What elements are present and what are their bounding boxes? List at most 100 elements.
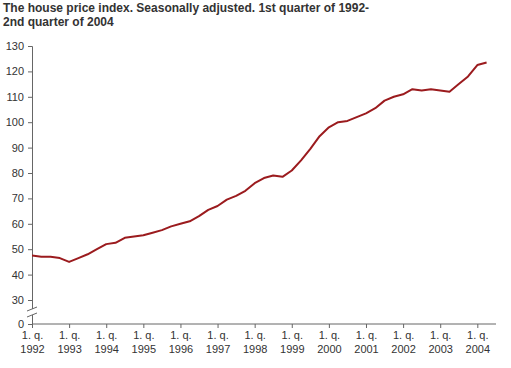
x-tick-label-line: 2001 — [354, 343, 378, 355]
y-tick-label: 50 — [12, 243, 24, 255]
x-axis: 1. q.19921. q.19931. q.19941. q.19951. q… — [20, 324, 496, 355]
x-tick-label-line: 1996 — [169, 343, 193, 355]
x-tick-label: 1. q.1993 — [57, 329, 81, 355]
x-tick: 1. q. 1992 — [20, 324, 44, 355]
y-tick-mark — [28, 71, 32, 72]
y-tick: 50 — [12, 243, 32, 255]
x-tick-mark — [143, 324, 144, 328]
y-tick-label: 80 — [12, 167, 24, 179]
y-tick-mark — [28, 97, 32, 98]
x-tick-label-line: 1. q. — [282, 329, 303, 341]
chart: The house price index. Seasonally adjust… — [0, 0, 511, 368]
y-tick: 30 — [12, 294, 32, 306]
x-tick: 1. q. 1997 — [206, 324, 230, 355]
x-tick-label-line: 1994 — [94, 343, 118, 355]
x-tick: 1. q. 1998 — [243, 324, 267, 355]
title-line: 2nd quarter of 2004 — [3, 15, 114, 29]
x-tick-mark — [180, 324, 181, 328]
x-tick-label-line: 1998 — [243, 343, 267, 355]
x-tick-mark — [292, 324, 293, 328]
x-tick-mark — [218, 324, 219, 328]
x-tick-label: 1. q.2002 — [391, 329, 415, 355]
x-tick-label: 1. q. 2004 — [466, 329, 490, 355]
x-tick-label-line: 1999 — [280, 343, 304, 355]
x-tick-label-line: 1. q. — [207, 329, 228, 341]
x-tick-label-line: 1997 — [206, 343, 230, 355]
y-tick-mark — [28, 324, 32, 325]
x-tick-label: 1. q. 2001 — [354, 329, 378, 355]
x-tick-label-line: 2003 — [428, 343, 452, 355]
x-tick-label-line: 1. q. — [244, 329, 265, 341]
data-line — [32, 63, 487, 262]
x-tick-label: 1. q. 1998 — [243, 329, 267, 355]
x-tick-label: 1. q. 1996 — [169, 329, 193, 355]
y-tick-label: 100 — [6, 116, 24, 128]
axis-break-line — [27, 307, 37, 311]
x-tick-mark — [403, 324, 404, 328]
x-tick-label-line: 2000 — [317, 343, 341, 355]
x-tick-mark — [477, 324, 478, 328]
x-tick: 1. q. 1994 — [94, 324, 118, 355]
x-tick-label-line: 1. q. — [356, 329, 377, 341]
x-tick-mark — [440, 324, 441, 328]
x-tick-label-line: 1. q. — [430, 329, 451, 341]
x-tick-label-line: 1. q. — [59, 329, 80, 341]
y-axis: 030405060708090100110120130 — [6, 40, 33, 330]
x-tick: 1. q. 1999 — [280, 324, 304, 355]
x-tick-label: 1. q. 1999 — [280, 329, 304, 355]
x-tick-label: 1. q. 1995 — [132, 329, 156, 355]
x-tick: 1. q. 2003 — [428, 324, 452, 355]
y-tick-label: 120 — [6, 65, 24, 77]
x-tick-mark — [69, 324, 70, 328]
x-tick: 1. q. 1995 — [132, 324, 156, 355]
y-tick-mark — [28, 249, 32, 250]
y-tick-label: 60 — [12, 218, 24, 230]
x-tick-label-line: 1. q. — [319, 329, 340, 341]
y-tick-mark — [28, 198, 32, 199]
y-tick-label: 130 — [6, 40, 24, 52]
x-tick-label-line: 1. q. — [96, 329, 117, 341]
axis-break-line — [27, 313, 37, 317]
y-tick: 100 — [6, 116, 32, 128]
x-tick-label-line: 1. q. — [467, 329, 488, 341]
x-tick-label: 1. q. 1992 — [20, 329, 44, 355]
y-tick: 40 — [12, 269, 32, 281]
y-tick-mark — [28, 148, 32, 149]
x-tick: 1. q. 2000 — [317, 324, 341, 355]
y-tick: 90 — [12, 142, 32, 154]
x-tick-label-line: 1. q. — [133, 329, 154, 341]
y-tick: 130 — [6, 40, 32, 52]
x-tick-mark — [106, 324, 107, 328]
y-tick: 70 — [12, 192, 32, 204]
y-tick-mark — [28, 46, 32, 47]
y-tick-mark — [28, 275, 32, 276]
x-tick: 1. q. 2001 — [354, 324, 378, 355]
y-tick-label: 90 — [12, 142, 24, 154]
x-tick: 1. q. 2004 — [466, 324, 490, 355]
x-tick-label: 1. q. 2003 — [428, 329, 452, 355]
title-line: The house price index. Seasonally adjust… — [3, 1, 369, 15]
y-tick: 80 — [12, 167, 32, 179]
x-tick-mark — [255, 324, 256, 328]
x-tick-label-line: 2002 — [391, 343, 415, 355]
y-tick-label: 30 — [12, 294, 24, 306]
x-axis-line — [32, 324, 496, 325]
x-tick-label: 1. q. 1997 — [206, 329, 230, 355]
x-tick-mark — [366, 324, 367, 328]
y-tick-label: 70 — [12, 192, 24, 204]
x-tick-label-line: 1992 — [20, 343, 44, 355]
x-tick-mark — [32, 324, 33, 328]
x-tick-label: 1. q. 2000 — [317, 329, 341, 355]
x-tick-mark — [329, 324, 330, 328]
title: The house price index. Seasonally adjust… — [3, 1, 369, 29]
x-tick-label-line: 1995 — [132, 343, 156, 355]
y-tick-mark — [28, 224, 32, 225]
plot-area — [32, 63, 487, 262]
x-tick-label-line: 2004 — [466, 343, 490, 355]
y-tick-mark — [28, 173, 32, 174]
x-tick-label-line: 1. q. — [170, 329, 191, 341]
x-tick-label-line: 1. q. — [22, 329, 43, 341]
y-tick-mark — [28, 300, 32, 301]
axis-break — [27, 307, 37, 317]
x-tick-label: 1. q. 1994 — [94, 329, 118, 355]
